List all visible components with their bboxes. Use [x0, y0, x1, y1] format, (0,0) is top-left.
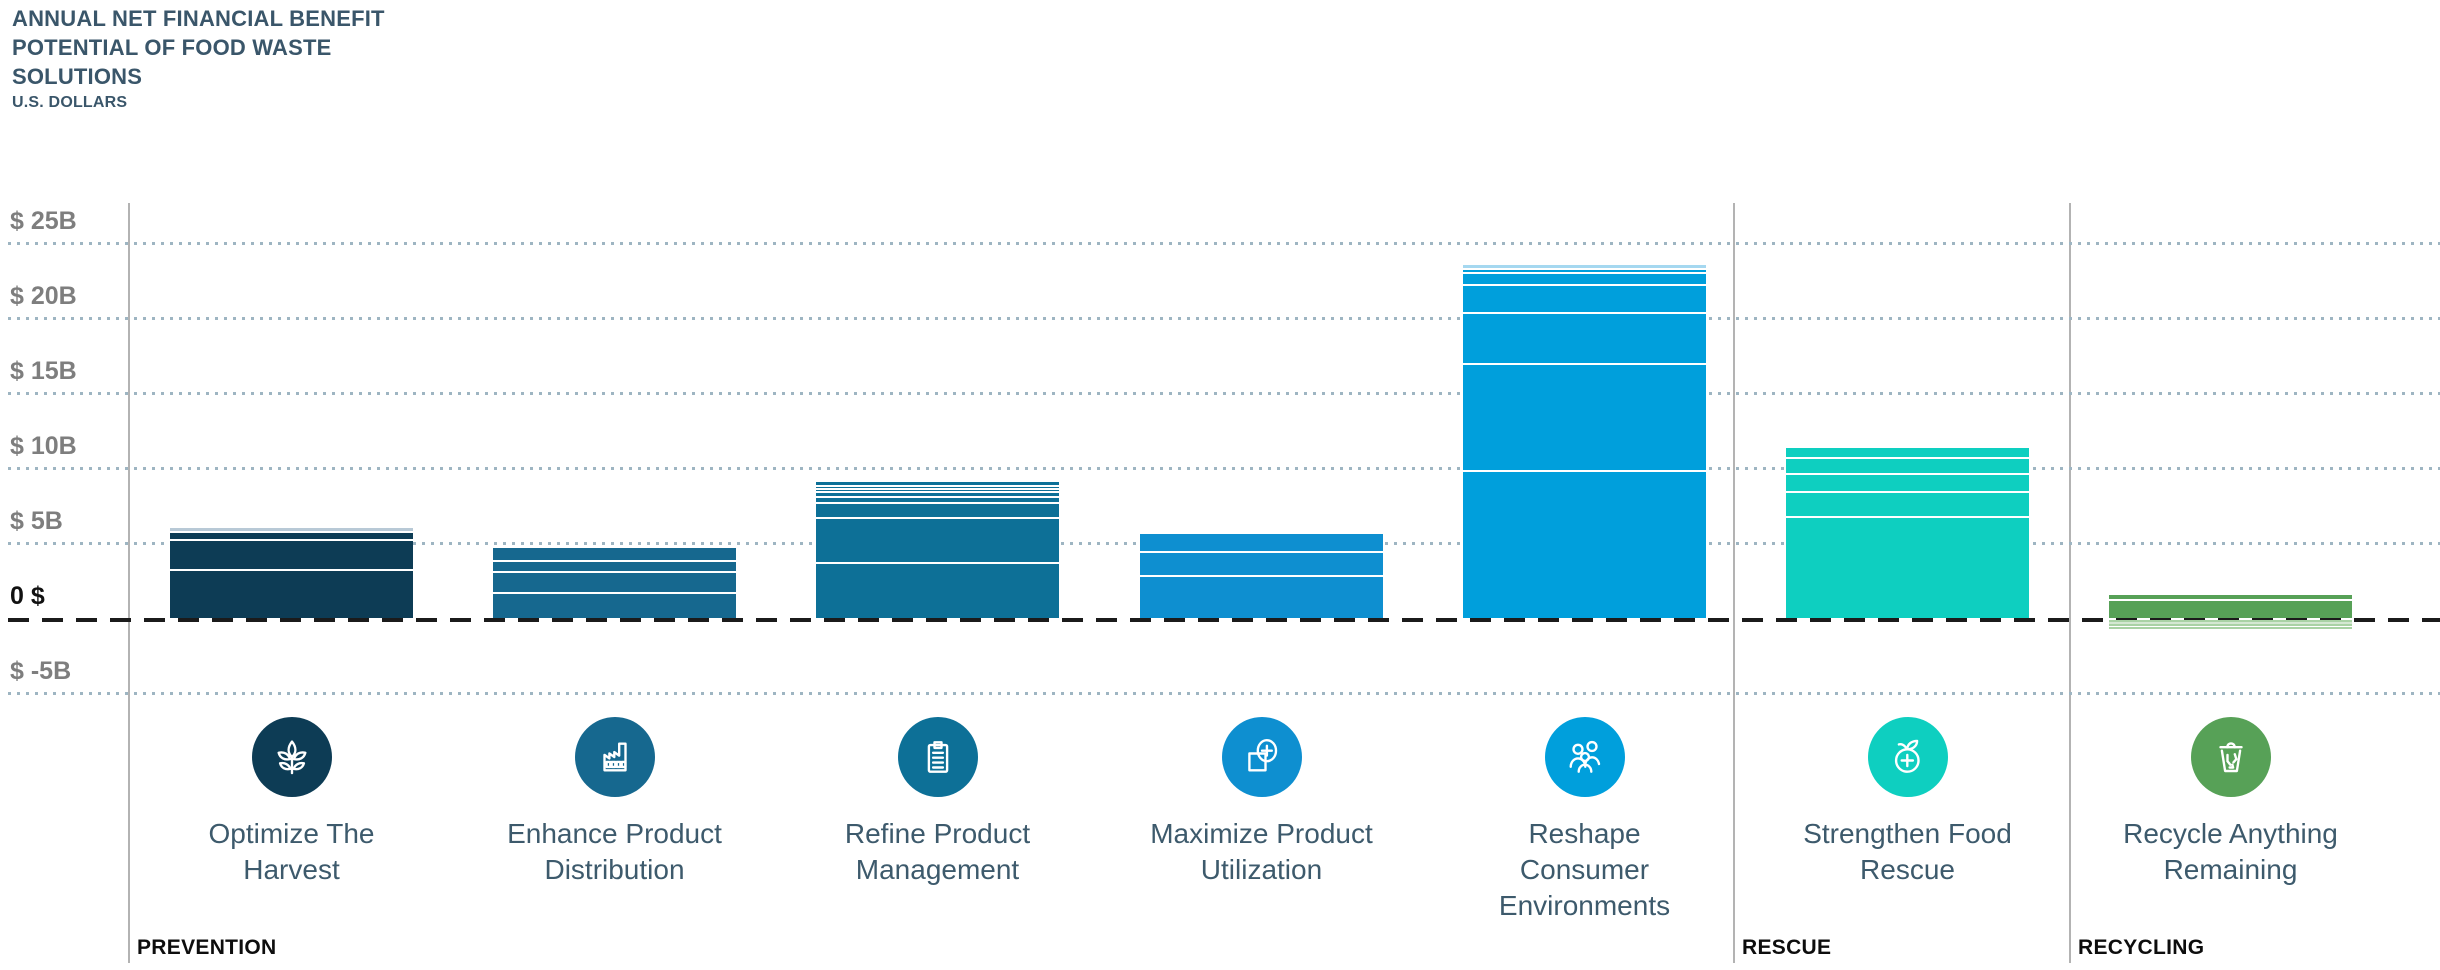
category-label-2: Enhance Product Distribution	[445, 816, 785, 888]
bar-4-stack	[1140, 534, 1383, 618]
bar-6-segment-4	[1786, 491, 2029, 517]
y-axis-tick-label: $ 5B	[10, 507, 63, 535]
bar-2-stack	[493, 548, 736, 618]
category-label-6: Strengthen Food Rescue	[1738, 816, 2078, 888]
chart-title-line-1: ANNUAL NET FINANCIAL BENEFIT	[12, 6, 385, 31]
bar-3-segment-5	[816, 495, 1059, 503]
category-label-1: Optimize The Harvest	[122, 816, 462, 888]
bar-5-segment-7	[1463, 469, 1706, 618]
chart-title-line-2: POTENTIAL OF FOOD WASTE	[12, 35, 332, 60]
section-label-rescue: RESCUE	[1742, 936, 1832, 959]
bar-1-segment-2	[170, 531, 413, 539]
y-axis-tick-label: $ 15B	[10, 357, 77, 385]
bar-1-segment-1	[170, 528, 413, 531]
bar-2-segment-1	[493, 548, 736, 561]
bar-7-negative-segment	[2109, 620, 2352, 629]
gridline-15	[8, 392, 2440, 395]
category-label-line: Rescue	[1860, 854, 1955, 885]
bar-3-segment-7	[816, 517, 1059, 563]
bar-6-segment-1	[1786, 448, 2029, 457]
bar-7-stack	[2109, 595, 2352, 618]
bar-7-segment-1	[2109, 595, 2352, 600]
zero-baseline	[8, 618, 2440, 622]
category-label-line: Refine Product	[844, 818, 1031, 849]
section-label-prevention: PREVENTION	[137, 936, 277, 959]
section-divider-line	[2069, 203, 2071, 963]
bar-4-segment-2	[1140, 551, 1383, 575]
category-label-3: Refine Product Management	[768, 816, 1108, 888]
bar-5-segment-5	[1463, 312, 1706, 364]
category-label-line: Maximize Product	[1150, 818, 1373, 849]
bar-5-segment-6	[1463, 363, 1706, 470]
bar-3-stack	[816, 482, 1059, 618]
bar-2-segment-3	[493, 571, 736, 593]
bar-6-segment-2	[1786, 456, 2029, 474]
category-label-line: Utilization	[1200, 854, 1323, 885]
bar-2-segment-2	[493, 560, 736, 572]
category-label-line: Recycle Anything	[2123, 818, 2338, 849]
maximize-icon	[1221, 717, 1302, 797]
chart-title-line-3: SOLUTIONS	[12, 64, 143, 89]
category-label-line: Consumer	[1519, 854, 1650, 885]
gridline-25	[8, 242, 2440, 245]
category-label-4: Maximize Product Utilization	[1092, 816, 1432, 888]
bar-3-segment-8	[816, 562, 1059, 618]
y-axis-tick-label: $ 25B	[10, 207, 77, 235]
category-label-7: Recycle Anything Remaining	[2061, 816, 2401, 888]
category-label-line: Enhance Product	[507, 818, 722, 849]
bar-7-segment-2	[2109, 599, 2352, 618]
category-label-line: Remaining	[2163, 854, 2298, 885]
bar-5-stack	[1463, 265, 1706, 618]
y-axis-tick-label: 0 $	[10, 582, 45, 610]
clipboard-icon	[897, 717, 978, 797]
bar-1-stack	[170, 528, 413, 618]
category-label-line: Distribution	[544, 854, 685, 885]
bar-6-segment-5	[1786, 516, 2029, 618]
y-axis-tick-label: $ 20B	[10, 282, 77, 310]
factory-icon	[574, 717, 655, 797]
bar-3-segment-4	[816, 491, 1059, 496]
y-axis-tick-label: $ -5B	[10, 657, 72, 685]
bar-5-segment-4	[1463, 284, 1706, 313]
gridline-20	[8, 317, 2440, 320]
gridline-10	[8, 467, 2440, 470]
bar-3-segment-6	[816, 502, 1059, 518]
bar-6-segment-3	[1786, 473, 2029, 492]
bar-5-segment-3	[1463, 271, 1706, 285]
category-label-line: Reshape	[1528, 818, 1641, 849]
section-label-recycling: RECYCLING	[2078, 936, 2205, 959]
wheat-icon	[251, 717, 332, 797]
category-label-line: Environments	[1498, 890, 1671, 921]
fruit-plus-icon	[1867, 717, 1948, 797]
recycle-bin-icon	[2190, 717, 2271, 797]
bar-4-segment-1	[1140, 534, 1383, 552]
section-divider-line	[1733, 203, 1735, 963]
category-label-line: Strengthen Food	[1803, 818, 2012, 849]
category-label-line: Harvest	[243, 854, 340, 885]
bar-3-segment-3	[816, 488, 1059, 491]
category-label-line: Management	[855, 854, 1020, 885]
bar-2-segment-4	[493, 592, 736, 618]
bar-5-segment-2	[1463, 267, 1706, 272]
chart-unit-label: U.S. DOLLARS	[12, 94, 128, 111]
people-icon	[1544, 717, 1625, 797]
bar-3-segment-1	[816, 482, 1059, 485]
category-label-5: Reshape Consumer Environments	[1415, 816, 1755, 924]
bar-5-segment-1	[1463, 265, 1706, 268]
bar-1-segment-4	[170, 568, 413, 618]
category-label-line: Optimize The	[208, 818, 375, 849]
bar-1-segment-3	[170, 538, 413, 569]
bar-3-segment-2	[816, 485, 1059, 488]
y-axis-tick-label: $ 10B	[10, 432, 77, 460]
section-divider-line	[128, 203, 130, 963]
gridline--5	[8, 692, 2440, 695]
bar-6-stack	[1786, 448, 2029, 618]
bar-4-segment-3	[1140, 574, 1383, 618]
